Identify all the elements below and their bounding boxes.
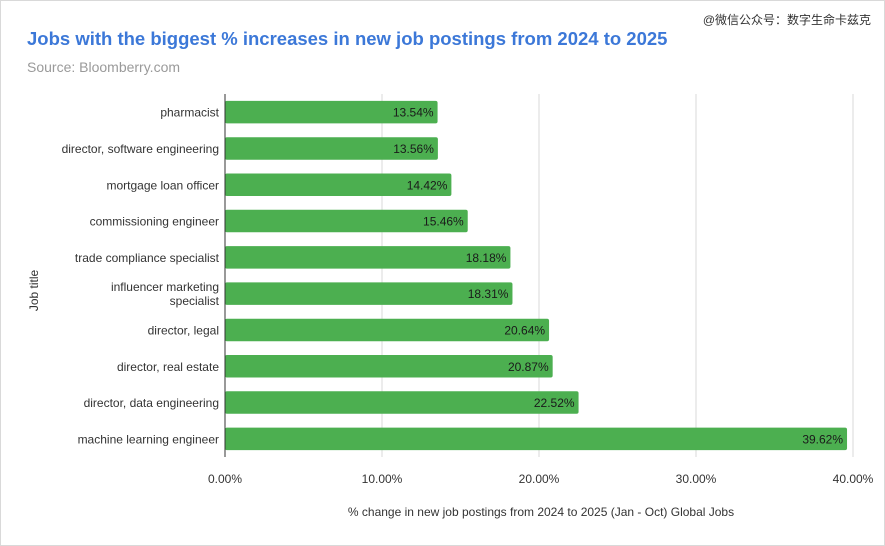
data-label: 13.56% xyxy=(393,142,434,156)
bar xyxy=(225,100,438,124)
data-label: 20.64% xyxy=(504,323,545,337)
x-tick-labels: 0.00% 10.00% 20.00% 30.00% 40.00% xyxy=(208,472,874,486)
watermark: @微信公众号：数字生命卡兹克 xyxy=(702,13,871,27)
bar xyxy=(225,282,513,305)
y-axis-title: Job title xyxy=(27,269,41,311)
bar xyxy=(225,209,468,233)
data-label: 15.46% xyxy=(423,215,464,229)
chart-subtitle: Source: Bloomberry.com xyxy=(27,59,181,75)
category-label: mortgage loan officer xyxy=(106,178,219,192)
category-label: director, software engineering xyxy=(62,142,219,156)
category-label: director, legal xyxy=(148,323,219,337)
category-label: influencer marketing specialist xyxy=(111,280,220,308)
bars: 13.54% 13.56% 14.42% 15.46% 18.18% 18.31% 20.6… xyxy=(225,100,848,451)
bar xyxy=(225,318,550,342)
category-label: director, data engineering xyxy=(84,396,219,410)
category-label: machine learning engineer xyxy=(78,432,219,446)
data-label: 18.31% xyxy=(468,287,509,301)
data-label: 14.42% xyxy=(407,178,448,192)
data-label: 20.87% xyxy=(508,360,549,374)
bar xyxy=(225,427,848,451)
category-label: trade compliance specialist xyxy=(75,251,220,265)
x-tick-label: 30.00% xyxy=(676,472,717,486)
x-tick-label: 0.00% xyxy=(208,472,242,486)
bar xyxy=(225,354,553,378)
x-tick-label: 20.00% xyxy=(519,472,560,486)
category-label: pharmacist xyxy=(160,106,219,120)
x-axis-title: % change in new job postings from 2024 t… xyxy=(348,505,734,519)
category-label: director, real estate xyxy=(117,360,219,374)
category-labels: pharmacist director, software engineering… xyxy=(62,106,220,447)
chart-title: Jobs with the biggest % increases in new… xyxy=(27,28,668,49)
x-tick-label: 10.00% xyxy=(362,472,403,486)
bar xyxy=(225,137,438,160)
bar xyxy=(225,246,511,269)
data-label: 13.54% xyxy=(393,106,434,120)
category-label: commissioning engineer xyxy=(90,215,219,229)
bar xyxy=(225,173,452,197)
data-label: 39.62% xyxy=(802,432,843,446)
x-tick-label: 40.00% xyxy=(833,472,874,486)
data-label: 22.52% xyxy=(534,396,575,410)
bar xyxy=(225,391,579,414)
data-label: 18.18% xyxy=(466,251,507,265)
